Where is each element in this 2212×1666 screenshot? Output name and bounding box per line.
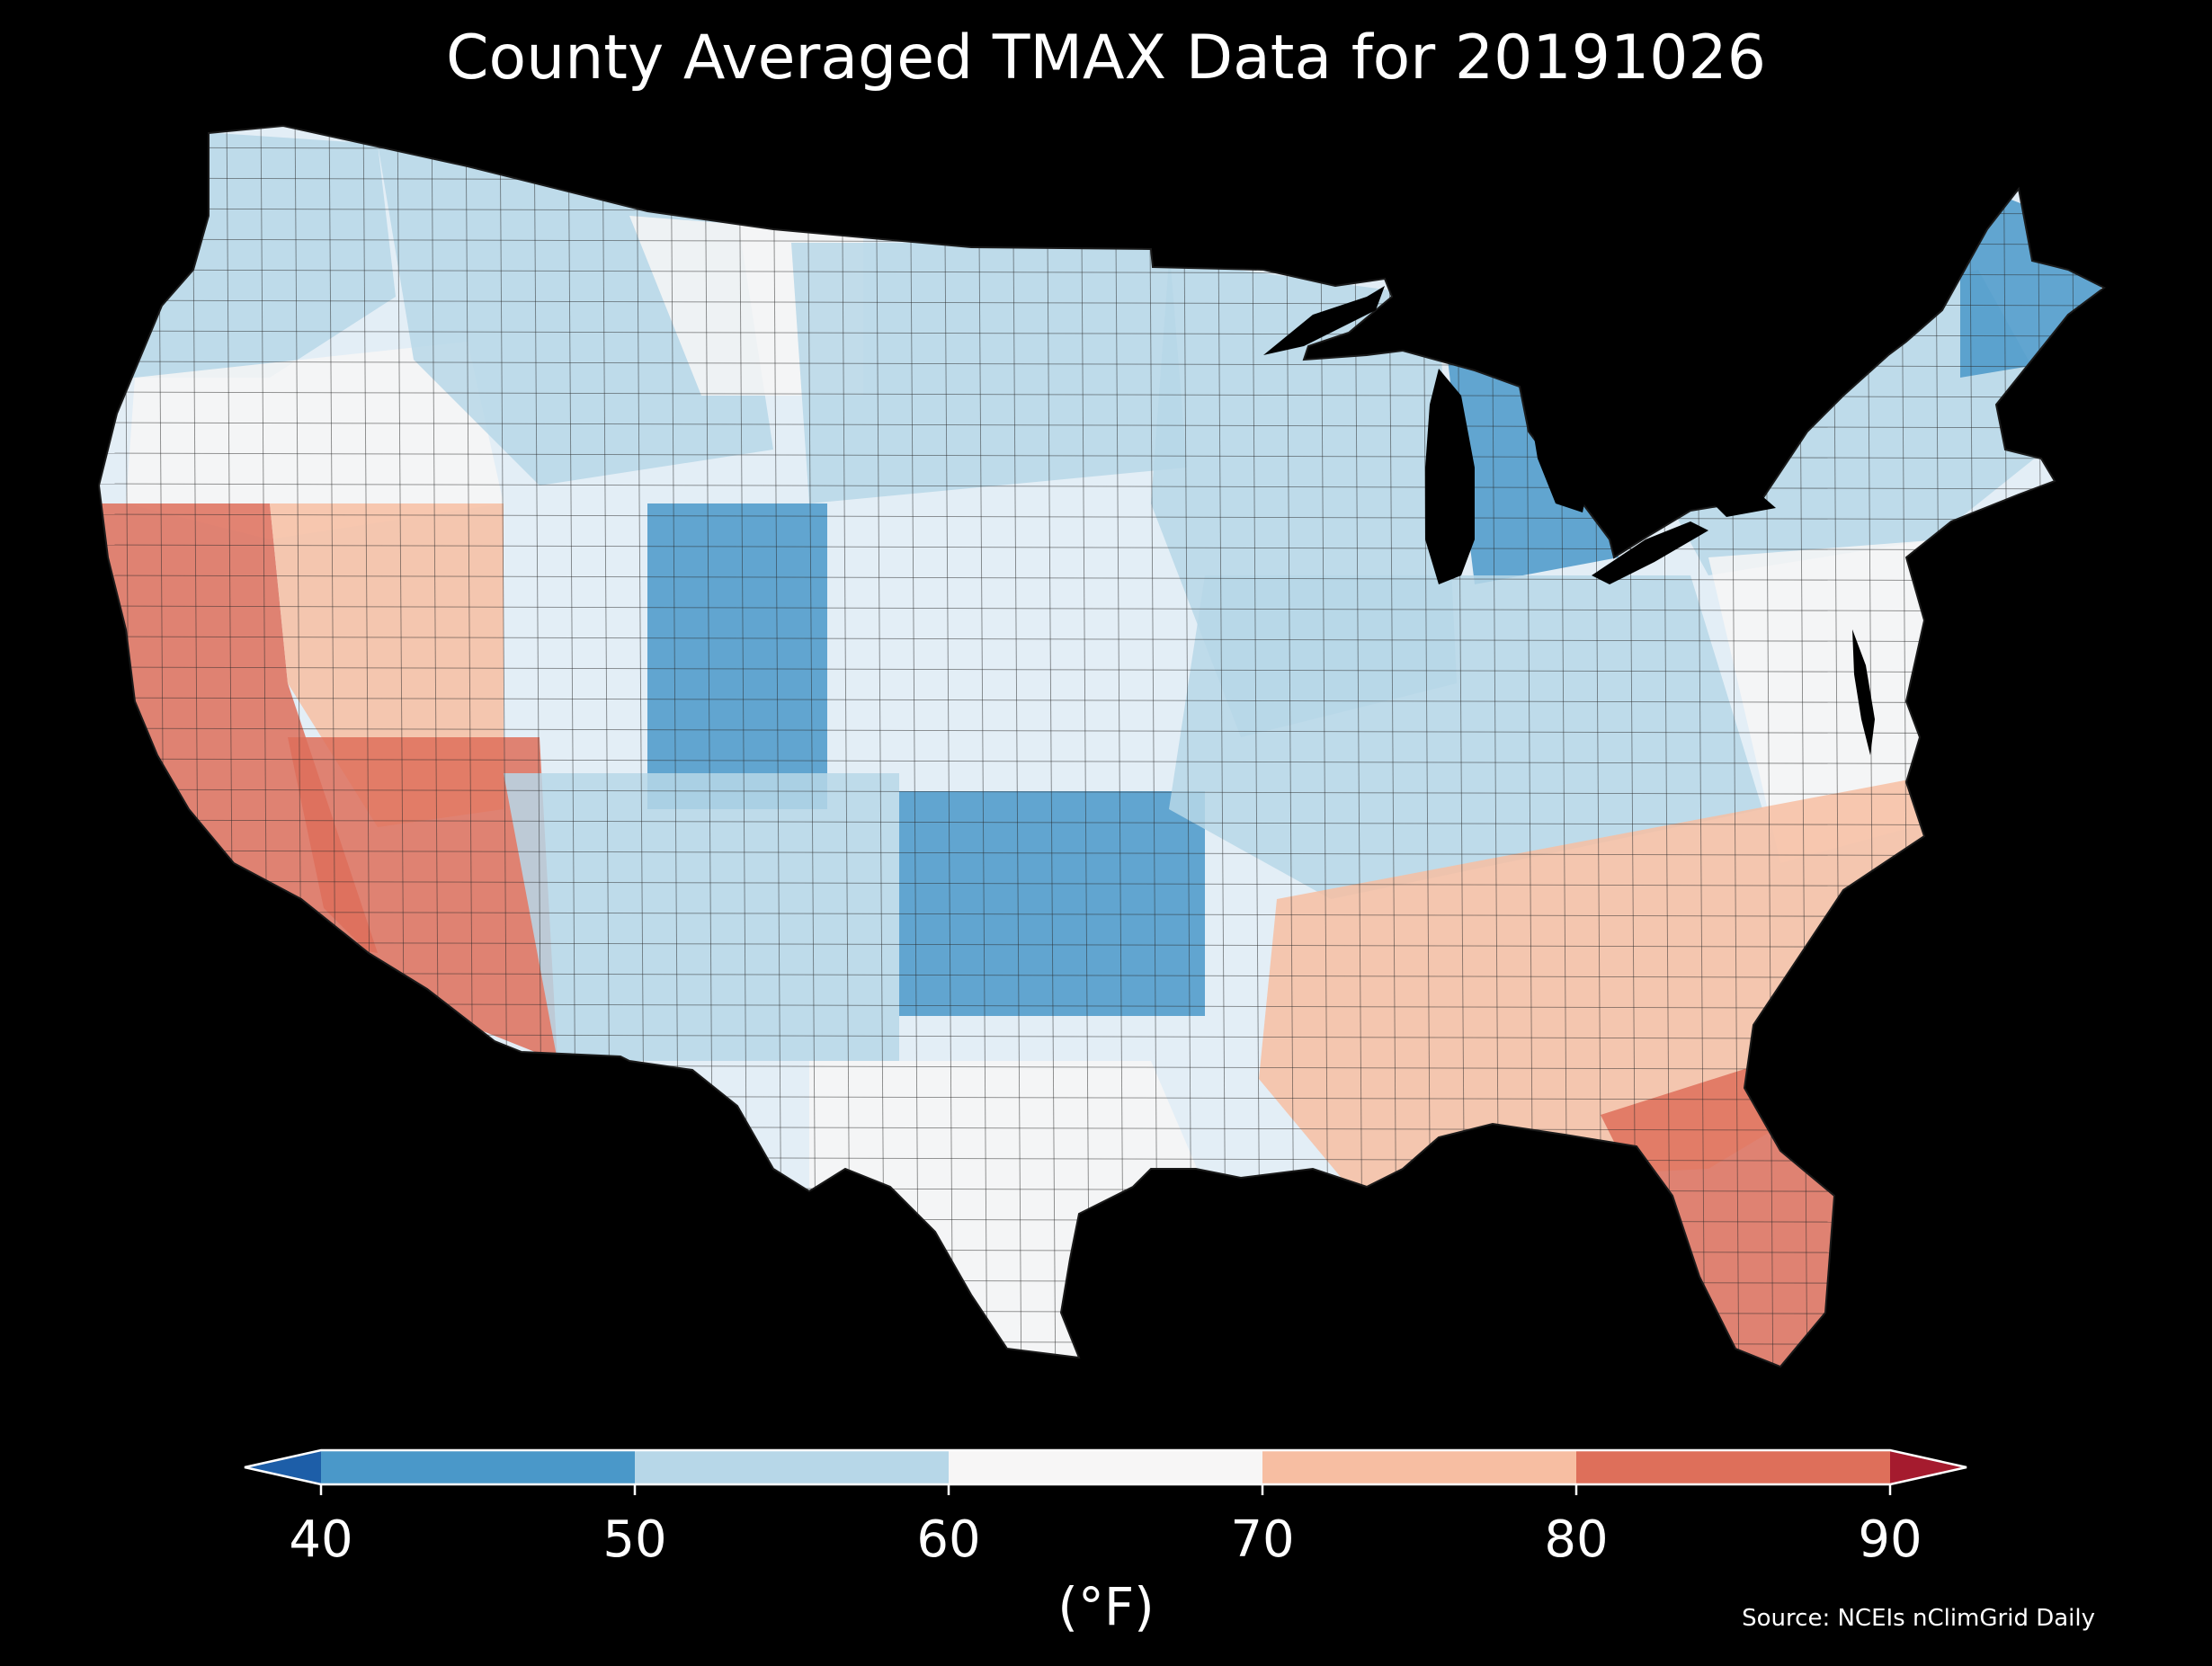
county-line (99, 544, 2104, 551)
county-line (943, 126, 954, 1367)
map-title: County Averaged TMAX Data for 20191026 (446, 22, 1766, 94)
county-line (99, 819, 2104, 826)
colorbar-bin-40-50 (321, 1450, 635, 1484)
region-colorado-rockies (647, 503, 827, 809)
lake-superior (1263, 286, 1385, 355)
colorbar-unit-label: (°F) (1057, 1576, 1155, 1637)
county-line (99, 788, 2104, 796)
colorbar-bin-80-90 (1576, 1450, 1890, 1484)
temperature-regions (99, 126, 2104, 1367)
colorbar-tick-label: 40 (289, 1510, 353, 1569)
county-line (99, 850, 2104, 857)
region-new-mexico (504, 773, 899, 1061)
county-line (99, 758, 2104, 765)
region-northern-plains (791, 243, 1187, 503)
lake-michigan (1425, 369, 1475, 584)
colorbar-tick-label: 60 (916, 1510, 981, 1569)
colorbar-tick-label: 70 (1230, 1510, 1295, 1569)
colorbar-extend-low (245, 1450, 321, 1484)
county-line (99, 636, 2104, 643)
lake-erie (1592, 521, 1708, 584)
county-line (1046, 126, 1057, 1367)
region-desert-southwest (288, 737, 557, 1061)
colorbar-bin-70-80 (1262, 1450, 1576, 1484)
lake-huron (1529, 405, 1592, 512)
county-line (909, 126, 920, 1367)
county-line (99, 483, 2104, 490)
source-note: Source: NCEIs nClimGrid Daily (1742, 1605, 2095, 1632)
county-line (99, 513, 2104, 521)
chesapeake-bay (1852, 629, 1875, 755)
county-line (99, 605, 2104, 612)
colorbar-extend-high (1890, 1450, 1967, 1484)
county-line (99, 880, 2104, 887)
lake-ontario (1713, 496, 1776, 517)
colorbar-bin-50-60 (635, 1450, 949, 1484)
us-outline (97, 124, 2106, 1368)
colorbar-tick-label: 80 (1544, 1510, 1609, 1569)
county-line (99, 727, 2104, 735)
county-line (99, 666, 2104, 673)
region-oregon-interior (126, 342, 504, 539)
county-line (977, 126, 988, 1367)
county-line (1114, 126, 1125, 1367)
county-line (99, 911, 2104, 918)
colorbar-tick-label: 50 (602, 1510, 667, 1569)
county-line (99, 575, 2104, 582)
region-ohio-valley (1169, 575, 1762, 899)
colorbar-tick-label: 90 (1858, 1510, 1922, 1569)
county-line (99, 941, 2104, 949)
colorbar-bin-60-70 (949, 1450, 1262, 1484)
county-line (1012, 126, 1022, 1367)
county-line (99, 697, 2104, 704)
county-line (1080, 126, 1091, 1367)
